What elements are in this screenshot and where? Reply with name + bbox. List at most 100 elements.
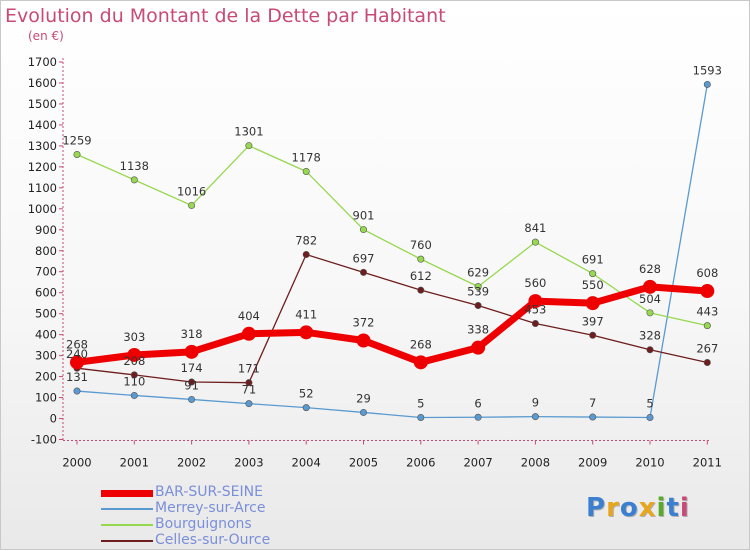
data-point	[302, 251, 310, 259]
data-label: 71	[242, 383, 257, 397]
data-label: 338	[467, 323, 489, 337]
data-label: 318	[181, 327, 203, 341]
data-point	[646, 346, 654, 354]
legend-swatch	[101, 524, 153, 526]
data-point	[413, 355, 428, 370]
data-labels: 268 303 318 404 411 372 268 338 560 550 628 608 131 1…	[62, 63, 722, 410]
data-label: 560	[524, 276, 546, 290]
data-label: 697	[353, 251, 375, 265]
data-point	[474, 283, 482, 291]
axes: -100 0 100 200 300 400 500 600 700 800 900 1000 1100…	[28, 55, 722, 470]
chart-title: Evolution du Montant de la Dette par Hab…	[5, 5, 446, 27]
data-label: 6	[474, 396, 481, 410]
data-point	[73, 387, 81, 395]
data-point	[700, 284, 715, 299]
unit-label: (en €)	[28, 29, 64, 43]
x-tick-label: 2007	[463, 456, 492, 470]
legend-label: Bourguignons	[155, 516, 252, 532]
logo-letter: o	[619, 493, 639, 523]
series-line-0	[73, 283, 711, 366]
data-label: 404	[238, 309, 260, 323]
y-tick-label: 100	[35, 391, 57, 405]
data-point	[703, 322, 711, 330]
data-label: 1301	[234, 125, 263, 139]
data-label: 411	[295, 307, 317, 321]
data-point	[646, 413, 654, 421]
x-tick-label: 2004	[292, 456, 321, 470]
data-point	[531, 320, 539, 328]
data-label: 550	[582, 278, 604, 292]
data-point	[245, 142, 253, 150]
data-point	[245, 379, 253, 387]
data-point	[417, 413, 425, 421]
legend-swatch	[101, 540, 153, 542]
series-lines	[70, 80, 715, 421]
data-label: 1138	[120, 159, 149, 173]
x-tick-label: 2006	[406, 456, 435, 470]
data-label: 1593	[693, 63, 722, 77]
legend-label: Merrey-sur-Arce	[155, 500, 266, 516]
series-line-1	[76, 83, 708, 419]
data-label: 691	[582, 253, 604, 267]
y-tick-label: 200	[35, 370, 57, 384]
logo-letter: x	[638, 493, 657, 523]
data-label: 782	[295, 234, 317, 248]
data-point	[589, 413, 597, 421]
y-tick-label: 900	[35, 223, 57, 237]
data-point	[188, 201, 196, 209]
data-label: 52	[299, 387, 314, 401]
legend-swatch	[101, 508, 153, 510]
y-tick-label: 600	[35, 286, 57, 300]
y-tick-label: 400	[35, 328, 57, 342]
data-label: 629	[467, 266, 489, 280]
data-point	[474, 413, 482, 421]
data-point	[188, 378, 196, 386]
data-point	[241, 326, 256, 341]
data-point	[356, 333, 371, 348]
data-point	[528, 294, 543, 309]
data-point	[646, 309, 654, 317]
data-point	[302, 167, 310, 175]
data-label: 174	[181, 361, 203, 375]
y-tick-label: 1100	[28, 181, 57, 195]
legend-label: Celles-sur-Ource	[155, 532, 271, 548]
y-tick-label: 1700	[28, 55, 57, 69]
data-label: 628	[639, 262, 661, 276]
data-label: 267	[696, 342, 718, 356]
y-tick-label: 1600	[28, 76, 57, 90]
data-point	[299, 325, 314, 340]
data-label: 240	[66, 347, 88, 361]
y-tick-label: 1300	[28, 139, 57, 153]
data-label: 303	[123, 330, 145, 344]
x-tick-label: 2011	[693, 456, 722, 470]
y-tick-label: 1000	[28, 202, 57, 216]
legend-swatch	[101, 490, 153, 497]
data-label: 171	[238, 362, 260, 376]
data-point	[531, 238, 539, 246]
x-tick-label: 2008	[521, 456, 550, 470]
x-tick-label: 2005	[349, 456, 378, 470]
y-tick-label: 300	[35, 349, 57, 363]
data-label: 612	[410, 269, 432, 283]
data-label: 1259	[62, 133, 91, 147]
data-point	[703, 359, 711, 367]
x-tick-label: 2003	[234, 456, 263, 470]
data-label: 5	[646, 396, 653, 410]
data-point	[417, 286, 425, 294]
data-label: 1178	[292, 150, 321, 164]
x-tick-label: 2001	[120, 456, 149, 470]
data-point	[589, 331, 597, 339]
x-tick-label: 2009	[578, 456, 607, 470]
y-tick-label: 1200	[28, 160, 57, 174]
data-label: 328	[639, 329, 661, 343]
data-point	[643, 279, 657, 294]
data-point	[474, 301, 482, 309]
data-point	[359, 226, 367, 234]
data-label: 208	[123, 354, 145, 368]
logo-letter: i	[656, 493, 667, 523]
logo-letter: r	[606, 493, 620, 523]
data-label: 372	[353, 316, 375, 330]
data-point	[73, 150, 81, 158]
data-label: 7	[589, 396, 596, 410]
data-label: 841	[524, 221, 546, 235]
